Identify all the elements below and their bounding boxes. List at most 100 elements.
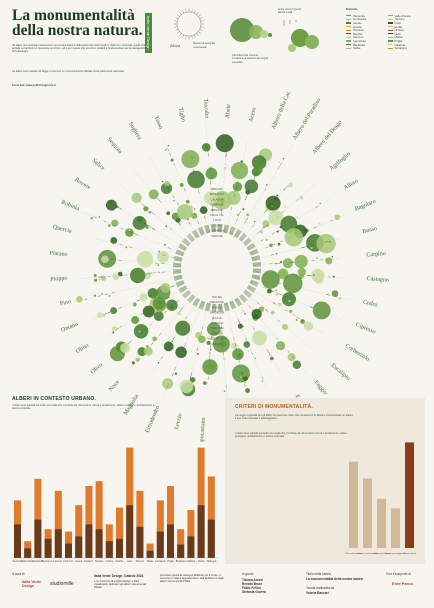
height-line — [277, 319, 280, 322]
tree-dot — [94, 278, 98, 282]
tree-dot — [277, 268, 289, 280]
bar-category-label: Sardegna — [206, 560, 217, 563]
tree-dot — [187, 218, 189, 221]
tree-dot — [202, 359, 218, 375]
tree-dot — [277, 230, 279, 233]
legend-region-label: Calabria — [394, 42, 405, 47]
height-line — [287, 350, 290, 354]
genus-label: Albero della Canfora — [270, 92, 296, 130]
tree-dot — [241, 328, 244, 331]
genus-label: Cedro — [362, 299, 378, 308]
genus-spoke: Quercia — [52, 224, 183, 263]
tree-dot — [139, 293, 148, 302]
height-line — [292, 314, 296, 317]
tree-dot — [279, 225, 282, 229]
legend-region-item: Veneto — [346, 21, 385, 25]
height-line — [258, 230, 262, 233]
tree-dot — [148, 189, 159, 200]
height-line — [245, 197, 247, 200]
tree-dot — [131, 361, 135, 365]
height-line — [167, 247, 171, 249]
bar-urban — [126, 447, 134, 558]
tree-dot — [204, 191, 218, 205]
genus-spoke: Corbezzolo — [246, 285, 370, 363]
legend-region-label: Lazio — [394, 31, 402, 36]
legend-region-item: Abruzzo — [346, 35, 385, 39]
bar-category-label: Piemonte — [13, 560, 23, 563]
tree-dot — [270, 310, 275, 315]
criteria-bar-label: Pregio paesaggistico — [385, 552, 406, 555]
tree-dot — [244, 381, 246, 384]
tree-dot — [262, 226, 265, 229]
height-line — [301, 319, 305, 322]
legend-region-label: Sardegna — [394, 46, 407, 51]
height-line — [324, 241, 328, 243]
height-line — [256, 301, 260, 305]
legend-region-item: Valle d'Aosta — [387, 14, 427, 18]
height-line — [254, 174, 256, 178]
height-line — [265, 309, 269, 312]
genus-spoke: Castagno — [252, 267, 389, 284]
legend-swatch — [387, 29, 393, 31]
height-line — [311, 244, 315, 246]
tree-dot — [105, 199, 117, 211]
legend-region-label: Molise — [394, 35, 403, 40]
tree-dot — [205, 167, 218, 180]
legend-region-item: Lombardia — [346, 17, 385, 21]
height-line — [167, 186, 170, 190]
tree-dot — [252, 330, 267, 346]
tree-dot — [275, 252, 278, 255]
tree-dot — [100, 275, 106, 281]
tree-dot — [294, 254, 308, 269]
height-line — [230, 207, 232, 211]
genus-spoke: Leccio — [174, 302, 211, 430]
tree-dot — [101, 293, 103, 295]
genus-spoke: Pino — [59, 274, 183, 307]
bar-extra — [105, 541, 113, 558]
genus-spoke: Olmo — [75, 285, 188, 355]
genus-spoke: Alloro — [246, 178, 359, 251]
height-line — [234, 193, 236, 197]
legend-region-item: Basilicata — [346, 43, 385, 47]
genus-label: Pioppo — [50, 276, 67, 283]
height-line — [133, 233, 137, 235]
legend-swatch — [346, 47, 351, 49]
tree-dot — [231, 342, 238, 350]
height-line — [276, 337, 279, 340]
bar-extra — [65, 543, 72, 558]
genus-label: Olivo — [90, 362, 104, 375]
tree-dot — [97, 312, 103, 319]
criteria-bar — [377, 498, 386, 548]
tree-dot — [110, 307, 118, 314]
legend-swatch — [346, 25, 351, 28]
region-inner-label: FRIULI V.G. — [210, 213, 224, 217]
tree-dot — [244, 179, 259, 194]
criteria-title: CRITERI DI MONUMENTALITÀ. — [235, 404, 313, 410]
height-line — [256, 231, 260, 235]
height-line — [143, 328, 146, 331]
tree-dot — [164, 180, 170, 187]
height-line — [264, 210, 267, 213]
height-line — [176, 300, 180, 303]
criteria-bar-label: Età e dimensioni — [345, 552, 362, 555]
tree-dot — [338, 297, 341, 300]
tree-dot — [206, 340, 211, 345]
tree-dot — [135, 357, 140, 362]
height-line — [143, 204, 146, 207]
tree-dot — [117, 271, 123, 277]
tree-dot — [278, 302, 282, 307]
tree-dot — [251, 155, 267, 170]
height-line — [236, 218, 238, 222]
tree-dot — [299, 195, 304, 200]
genus-spoke: Tiglio — [177, 107, 211, 234]
height-line — [297, 317, 300, 320]
bar-urban — [75, 505, 83, 558]
tree-dot — [176, 204, 193, 220]
genus-label: Noce — [108, 379, 121, 393]
height-line — [204, 216, 206, 219]
height-line — [253, 327, 256, 331]
tree-dot — [191, 212, 198, 220]
tree-dot — [157, 361, 160, 364]
bar-urban — [167, 486, 174, 558]
height-line — [173, 163, 175, 166]
